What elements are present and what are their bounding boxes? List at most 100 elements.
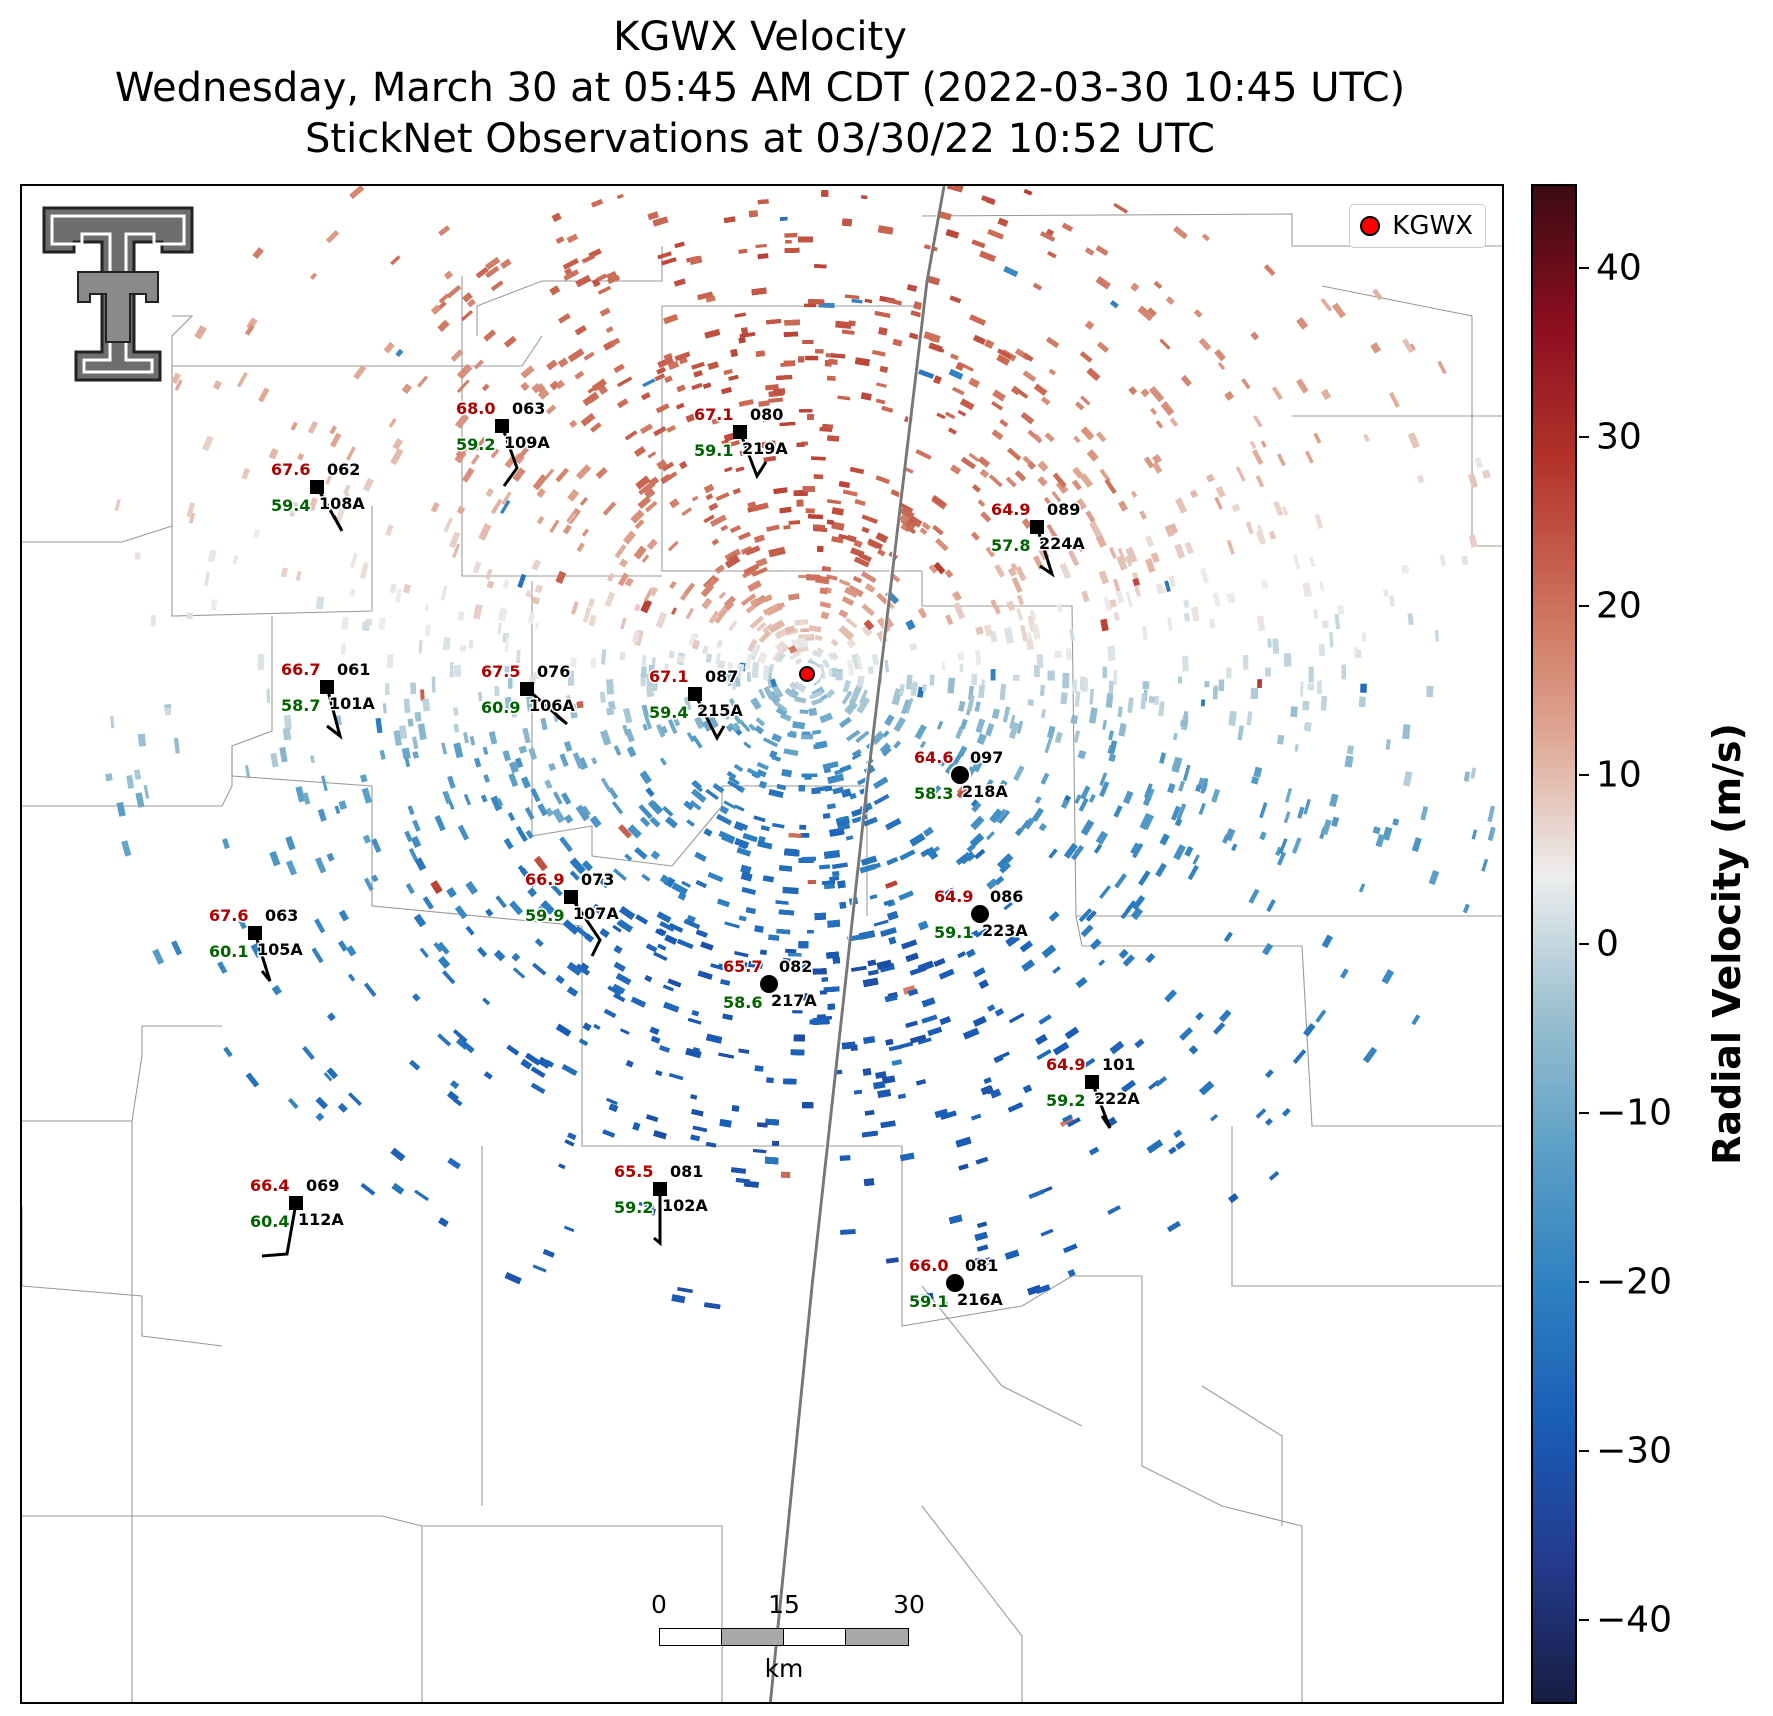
station-temp: 66.9 (525, 870, 564, 889)
colorbar-tick-mark (1579, 1449, 1589, 1452)
radar-site-marker (793, 663, 821, 685)
station-dewpoint: 59.1 (694, 441, 733, 460)
wind-barb (315, 486, 344, 532)
radar-site-icon (799, 666, 815, 682)
colorbar-tick-mark (1579, 267, 1589, 270)
station-marker-square (289, 1196, 303, 1210)
station-id: 222A (1094, 1089, 1140, 1108)
station-temp: 64.9 (991, 500, 1030, 519)
county-border (1075, 915, 1502, 1127)
title-line-obs: StickNet Observations at 03/30/22 10:52 … (305, 116, 1215, 162)
title-line-radar: KGWX Velocity (613, 14, 907, 60)
station-wind-dir: 101 (1102, 1055, 1135, 1074)
station-temp: 67.6 (209, 906, 248, 925)
station-marker-circle (949, 764, 971, 786)
county-border (1201, 1385, 1283, 1526)
figure-title: KGWX Velocity Wednesday, March 30 at 05:… (20, 12, 1500, 165)
wind-barb (738, 431, 768, 480)
station-wind-dir: 087 (705, 667, 738, 686)
station-dewpoint: 57.8 (991, 536, 1030, 555)
station-id: 217A (771, 991, 817, 1010)
scale-segment (845, 1628, 909, 1646)
station-temp: 64.9 (934, 887, 973, 906)
station-dewpoint: 59.4 (271, 496, 310, 515)
station-wind-dir: 063 (512, 399, 545, 418)
colorbar-label: Radial Velocity (m/s) (1705, 723, 1749, 1165)
station-wind-dir: 082 (779, 957, 812, 976)
wind-barb (1090, 1081, 1112, 1129)
station-id: 219A (742, 439, 788, 458)
station-marker-square (564, 890, 578, 904)
colorbar-tick-mark (1579, 1618, 1589, 1621)
scale-unit: km (764, 1654, 804, 1683)
station-marker-square (248, 926, 262, 940)
station-marker-square (1085, 1075, 1099, 1089)
county-border (22, 1206, 223, 1347)
station-marker-square (520, 682, 534, 696)
station-219A: 67.1 080 59.1 219A (693, 404, 790, 480)
station-112A: 66.4 069 60.4 112A (249, 1175, 346, 1258)
county-border (921, 571, 1502, 917)
county-border (231, 746, 583, 927)
county-border (22, 1515, 723, 1702)
county-border (22, 1025, 222, 1122)
station-dewpoint: 60.9 (481, 698, 520, 717)
colorbar-tick-label: 10 (1596, 754, 1642, 796)
scale-segment (721, 1628, 784, 1646)
station-temp: 67.1 (649, 667, 688, 686)
colorbar-tick-label: −20 (1596, 1261, 1672, 1303)
county-border (671, 785, 867, 867)
station-218A: 64.6 097 58.3 218A (913, 747, 1010, 805)
map-legend: KGWX (1349, 204, 1486, 248)
radar-site-legend-icon (1360, 216, 1381, 236)
station-106A: 67.5 076 60.9 106A (480, 661, 577, 726)
station-marker-square (495, 419, 509, 433)
county-border (172, 335, 543, 367)
station-dewpoint: 59.2 (614, 1198, 653, 1217)
county-border (22, 616, 273, 807)
county-border (921, 1505, 1023, 1702)
station-id: 101A (329, 694, 375, 713)
station-id: 215A (697, 701, 743, 720)
scale-tick-30: 30 (893, 1590, 925, 1619)
station-wind-dir: 086 (990, 887, 1023, 906)
county-border (476, 246, 663, 336)
station-216A: 66.0 081 59.1 216A (908, 1255, 1005, 1313)
wind-barb (569, 896, 602, 957)
county-border (901, 1146, 1142, 1327)
station-wind-dir: 080 (750, 405, 783, 424)
county-border (921, 1285, 1083, 1427)
colorbar-tick-label: 0 (1596, 923, 1619, 965)
wind-barb (253, 932, 272, 982)
scale-segment (783, 1628, 846, 1646)
station-id: 223A (982, 921, 1028, 940)
station-105A: 67.6 063 60.1 105A (208, 905, 305, 982)
colorbar-tick-label: −10 (1596, 1092, 1672, 1134)
station-temp: 66.0 (909, 1256, 948, 1275)
station-temp: 68.0 (456, 399, 495, 418)
scale-tick-0: 0 (651, 1590, 667, 1619)
station-id: 105A (257, 940, 303, 959)
velocity-colorbar (1531, 184, 1577, 1704)
station-dewpoint: 59.1 (909, 1292, 948, 1311)
colorbar-tick-mark (1579, 943, 1589, 945)
station-marker-circle (944, 1272, 966, 1294)
station-temp: 64.6 (914, 748, 953, 767)
station-wind-dir: 076 (537, 662, 570, 681)
station-temp: 64.9 (1046, 1055, 1085, 1074)
colorbar-tick-mark (1579, 436, 1589, 439)
station-dewpoint: 59.2 (1046, 1091, 1085, 1110)
county-border (661, 306, 922, 572)
station-wind-dir: 061 (337, 660, 370, 679)
station-dewpoint: 58.3 (914, 784, 953, 803)
wind-barb (1035, 526, 1055, 578)
station-wind-dir: 081 (965, 1256, 998, 1275)
scale-tick-15: 15 (768, 1590, 800, 1619)
station-id: 216A (957, 1290, 1003, 1309)
county-border (531, 581, 673, 867)
stickNet-stations: 68.0 063 59.2 109A 67.1 080 59.1 219A 67.6 062 59.… (208, 398, 1142, 1313)
double-t-icon (42, 206, 194, 382)
county-border (1321, 285, 1502, 547)
wind-barb (261, 1202, 298, 1258)
scale-segment (659, 1628, 722, 1646)
